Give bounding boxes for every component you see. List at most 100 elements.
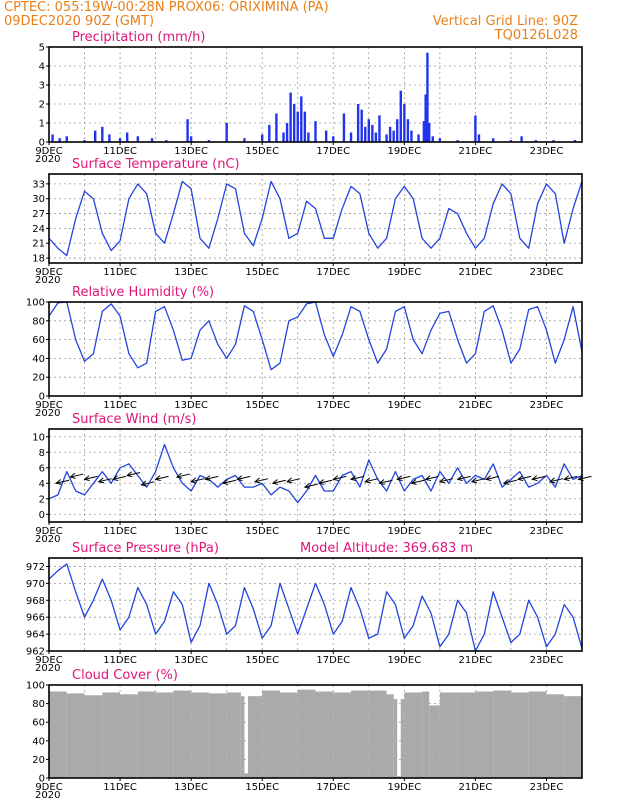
cloud-ytick-label-3: 60 bbox=[32, 718, 45, 729]
wind-arrow-20 bbox=[364, 477, 379, 484]
wind-arrow-5 bbox=[126, 471, 141, 478]
wind-arrow-9 bbox=[190, 477, 205, 484]
precip-bar-46 bbox=[406, 119, 410, 142]
wind-ytick-label-3: 6 bbox=[39, 463, 45, 474]
precip-bar-17 bbox=[261, 134, 264, 142]
precip-bar-15 bbox=[225, 123, 228, 142]
temp-ytick-label-3: 27 bbox=[32, 209, 45, 220]
cloud-bar-11 bbox=[240, 696, 245, 778]
pres-xtick-label-5: 19DEC bbox=[387, 655, 421, 666]
panel-wind: Surface Wind (m/s) 0 2 4 6 8 10 9DEC 11DEC 13DEC 1… bbox=[32, 412, 592, 545]
cloud-bar-15 bbox=[279, 692, 298, 778]
panel-pres: Surface Pressure (hPa) Model Altitude: 36… bbox=[26, 541, 583, 674]
pres-series-line bbox=[48, 563, 583, 652]
cloud-bar-5 bbox=[137, 691, 156, 778]
pres-ytick-label-2: 966 bbox=[26, 613, 45, 624]
precip-xtick-label-3: 15DEC bbox=[245, 146, 279, 157]
cloud-bar-35 bbox=[564, 696, 582, 778]
cloud-bar-33 bbox=[528, 691, 547, 778]
cloud-xtick-label-5: 19DEC bbox=[387, 782, 421, 793]
rh-ytick-label-1: 20 bbox=[32, 373, 45, 384]
precip-bar-9 bbox=[136, 136, 140, 142]
wind-ytick-label-0: 0 bbox=[39, 510, 45, 521]
cloud-ytick-label-4: 80 bbox=[32, 699, 45, 710]
wind-xtick-label-5: 19DEC bbox=[387, 526, 421, 537]
wind-frame bbox=[48, 428, 583, 523]
cloud-bar-30 bbox=[475, 691, 494, 778]
precip-bar-19 bbox=[275, 113, 278, 142]
cloud-bar-12 bbox=[244, 773, 248, 778]
precip-bar-14 bbox=[207, 140, 211, 142]
cloud-bar-26 bbox=[422, 691, 430, 778]
wind-arrow-8 bbox=[175, 472, 191, 479]
wind-arrow-22 bbox=[396, 475, 411, 482]
cloud-xtick-label-2: 13DEC bbox=[174, 782, 208, 793]
temp-xtick-label-0: 9DEC bbox=[35, 267, 62, 278]
precip-bar-44 bbox=[399, 90, 402, 142]
wind-title: Surface Wind (m/s) bbox=[72, 412, 196, 427]
wind-arrow-1 bbox=[69, 472, 84, 479]
precip-bar-26 bbox=[303, 111, 307, 142]
precip-bar-53 bbox=[431, 136, 434, 142]
precip-bar-18 bbox=[268, 124, 271, 142]
precip-bar-22 bbox=[289, 92, 292, 142]
rh-ytick-label-5: 100 bbox=[26, 298, 45, 309]
cloud-xtick-label-6: 21DEC bbox=[459, 782, 493, 793]
precip-bar-57 bbox=[477, 134, 481, 142]
temp-xtick-label-5: 19DEC bbox=[387, 267, 421, 278]
precip-bar-42 bbox=[392, 130, 395, 142]
wind-arrow-7 bbox=[154, 475, 169, 482]
precip-bar-34 bbox=[360, 109, 363, 142]
precip-ytick-label-5: 5 bbox=[39, 43, 45, 54]
precip-xtick-label-2: 13DEC bbox=[174, 146, 208, 157]
wind-arrow-3 bbox=[97, 477, 112, 484]
temp-xtick-label-2: 13DEC bbox=[174, 267, 208, 278]
precip-xtick-label-5: 19DEC bbox=[387, 146, 421, 157]
wind-ytick-label-1: 2 bbox=[39, 494, 45, 505]
wind-arrow-16 bbox=[303, 482, 318, 489]
cloud-ytick-label-2: 40 bbox=[32, 736, 45, 747]
precip-bar-27 bbox=[307, 132, 310, 142]
temp-xtick-label-4: 17DEC bbox=[316, 267, 350, 278]
wind-arrow-23 bbox=[410, 479, 425, 485]
wind-arrow-28 bbox=[484, 475, 500, 482]
cloud-bar-32 bbox=[510, 692, 529, 778]
wind-arrow-18 bbox=[332, 475, 347, 482]
precip-xtick-label-7: 23DEC bbox=[530, 146, 564, 157]
precip-bar-33 bbox=[356, 104, 360, 142]
precip-bar-62 bbox=[552, 140, 555, 142]
precip-title: Precipitation (mm/h) bbox=[72, 30, 205, 45]
precip-bar-54 bbox=[438, 138, 442, 142]
precip-bar-13 bbox=[189, 136, 193, 142]
precip-bar-60 bbox=[520, 136, 523, 142]
rh-series-line bbox=[48, 301, 583, 371]
precip-bar-29 bbox=[324, 130, 328, 142]
precip-bar-23 bbox=[292, 104, 296, 142]
precip-bar-40 bbox=[385, 134, 388, 142]
temp-series-line bbox=[48, 180, 583, 257]
cloud-title: Cloud Cover (%) bbox=[72, 668, 178, 683]
temp-ytick-label-1: 21 bbox=[32, 239, 45, 250]
precip-bar-12 bbox=[186, 119, 189, 142]
wind-year-label: 2020 bbox=[35, 534, 60, 545]
rh-ytick-label-2: 40 bbox=[32, 354, 45, 365]
cloud-xtick-label-0: 9DEC bbox=[35, 782, 62, 793]
precip-bar-36 bbox=[367, 119, 370, 142]
cloud-bar-24 bbox=[400, 698, 405, 778]
wind-arrow-31 bbox=[531, 475, 546, 482]
rh-xtick-label-4: 17DEC bbox=[316, 400, 350, 411]
rh-year-label: 2020 bbox=[35, 408, 60, 419]
temp-ytick-label-5: 33 bbox=[32, 179, 45, 190]
header-grid-line: Vertical Grid Line: 90Z bbox=[433, 14, 578, 29]
pres-xtick-label-7: 23DEC bbox=[530, 655, 564, 666]
rh-xtick-label-1: 11DEC bbox=[103, 400, 137, 411]
precip-bar-16 bbox=[243, 138, 246, 142]
cloud-bar-27 bbox=[429, 705, 440, 778]
cloud-ytick-label-5: 100 bbox=[26, 681, 45, 692]
cloud-frame bbox=[48, 684, 583, 779]
cloud-year-label: 2020 bbox=[35, 790, 60, 800]
precip-bar-63 bbox=[573, 140, 577, 142]
precip-bar-28 bbox=[314, 121, 317, 142]
temp-xtick-label-7: 23DEC bbox=[530, 267, 564, 278]
cloud-bar-17 bbox=[315, 691, 334, 778]
